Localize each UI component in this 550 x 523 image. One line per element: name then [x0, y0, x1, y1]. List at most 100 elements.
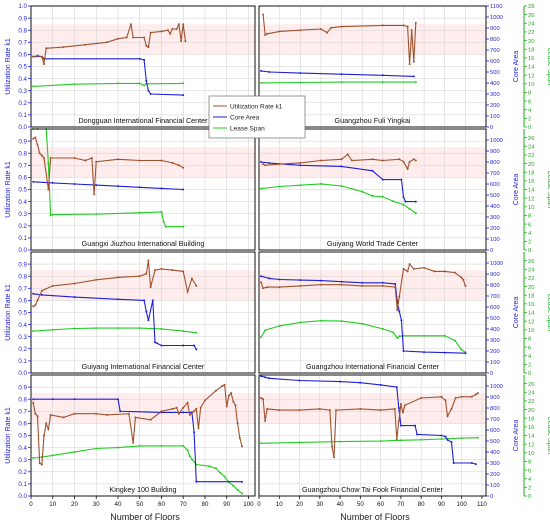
lease-axis-tick-label: 12: [528, 73, 534, 79]
left-axis-tick-label: 0.9: [18, 261, 27, 268]
core-area-point: [298, 379, 301, 382]
utilization-rate-point: [143, 36, 146, 39]
core-area-point: [160, 344, 163, 347]
x-axis-tick-label: 0: [257, 501, 261, 508]
core-axis-tick-label: 500: [490, 70, 500, 76]
core-area-point: [151, 299, 154, 302]
utilization-rate-point: [262, 13, 265, 16]
utilization-rate-point: [446, 415, 449, 418]
utilization-rate-point: [175, 406, 178, 409]
utilization-rate-point: [223, 383, 226, 386]
utilization-rate-point: [444, 399, 447, 402]
core-axis-label: Core Area: [513, 51, 520, 83]
x-axis-tick-label: 30: [93, 501, 100, 508]
left-axis-tick-label: 0.8: [18, 273, 27, 280]
utilization-rate-point: [278, 286, 281, 289]
core-area-point: [149, 93, 152, 95]
lease-span-point: [95, 213, 98, 216]
core-axis-tick-label: 600: [490, 305, 500, 311]
utilization-rate-point: [371, 158, 374, 161]
lease-span-point: [117, 82, 119, 85]
core-axis-tick-label: 200: [490, 472, 500, 478]
core-area-point: [117, 298, 119, 301]
utilization-rate-point: [138, 159, 141, 162]
utilization-rate-point: [333, 456, 335, 459]
lease-axis-tick-label: 8: [528, 337, 531, 343]
core-area-point: [299, 164, 302, 167]
core-area-point: [147, 89, 150, 92]
lease-axis-tick-label: 20: [528, 285, 534, 291]
lease-axis-tick-label: 18: [528, 293, 534, 299]
lease-span-point: [399, 439, 402, 442]
core-axis-tick-label: 500: [490, 439, 500, 445]
lease-axis-tick-label: 26: [528, 13, 534, 19]
utilization-rate-point: [117, 276, 119, 279]
utilization-rate-point: [43, 63, 45, 66]
utilization-rate-point: [32, 137, 35, 140]
utilization-rate-point: [147, 46, 150, 49]
lease-span-point: [460, 348, 463, 351]
utilization-rate-point: [149, 418, 152, 421]
utilization-rate-point: [73, 157, 76, 159]
lease-span-point: [392, 200, 395, 203]
utilization-rate-point: [34, 136, 37, 139]
lease-span-point: [95, 327, 98, 330]
utilization-rate-point: [412, 267, 415, 270]
utilization-rate-point: [454, 271, 456, 274]
core-axis-tick-label: 100: [490, 483, 500, 489]
utilization-rate-point: [423, 266, 426, 269]
left-axis-tick-label: 0.6: [18, 421, 27, 428]
lease-span-point: [160, 327, 163, 330]
utilization-rate-point: [260, 281, 263, 284]
utilization-rate-point: [160, 267, 163, 270]
utilization-rate-point: [221, 384, 224, 387]
x-axis-tick-label: 100: [457, 501, 468, 508]
utilization-rate-point: [125, 36, 128, 39]
utilization-rate-point: [262, 398, 265, 401]
panel-title: Guangzhou International Financial Center: [306, 362, 440, 371]
utilization-rate-point: [177, 164, 180, 167]
core-area-point: [154, 341, 156, 344]
core-axis-tick-label: 200: [490, 103, 500, 109]
utilization-rate-point: [182, 166, 185, 169]
utilization-band: [259, 393, 486, 424]
utilization-rate-point: [408, 63, 411, 66]
core-area-point: [193, 344, 196, 347]
lease-axis-tick-label: 2: [528, 117, 531, 123]
utilization-rate-point: [43, 434, 45, 437]
lease-span-point: [232, 484, 235, 487]
utilization-rate-point: [43, 157, 45, 159]
core-area-line: [261, 70, 414, 77]
utilization-rate-point: [406, 167, 409, 170]
lease-span-point: [51, 213, 54, 216]
core-axis-tick-label: 900: [490, 395, 500, 401]
core-axis-tick-label: 300: [490, 92, 500, 98]
utilization-rate-point: [462, 278, 465, 281]
panel-frame: [258, 374, 487, 497]
utilization-rate-point: [227, 394, 230, 397]
lease-axis-tick-label: 6: [528, 99, 531, 105]
utilization-rate-point: [340, 158, 343, 161]
core-area-point: [268, 277, 271, 280]
lease-span-point: [264, 329, 267, 332]
utilization-rate-point: [335, 409, 337, 412]
x-axis-tick-label: 10: [276, 501, 283, 508]
panel-frame: [258, 251, 487, 374]
lease-axis-tick-label: 4: [528, 354, 532, 360]
utilization-rate-point: [95, 412, 98, 415]
left-axis-tick-label: 0.4: [18, 76, 27, 83]
panel-1: Dongguan International Financial Center 0…: [5, 3, 256, 131]
lease-axis-tick-label: 12: [528, 319, 534, 325]
lease-span-point: [340, 320, 343, 323]
lease-span-point: [260, 81, 263, 84]
lease-span-line: [260, 437, 478, 444]
utilization-rate-point: [262, 163, 265, 166]
core-axis-tick-label: 200: [490, 349, 500, 355]
core-area-line: [33, 181, 184, 191]
core-area-point: [182, 344, 185, 347]
core-axis-tick-label: 600: [490, 182, 500, 188]
core-axis-tick-label: 0: [490, 371, 493, 377]
utilization-rate-point: [197, 427, 200, 430]
utilization-rate-point: [51, 284, 54, 287]
utilization-rate-point: [40, 55, 43, 58]
